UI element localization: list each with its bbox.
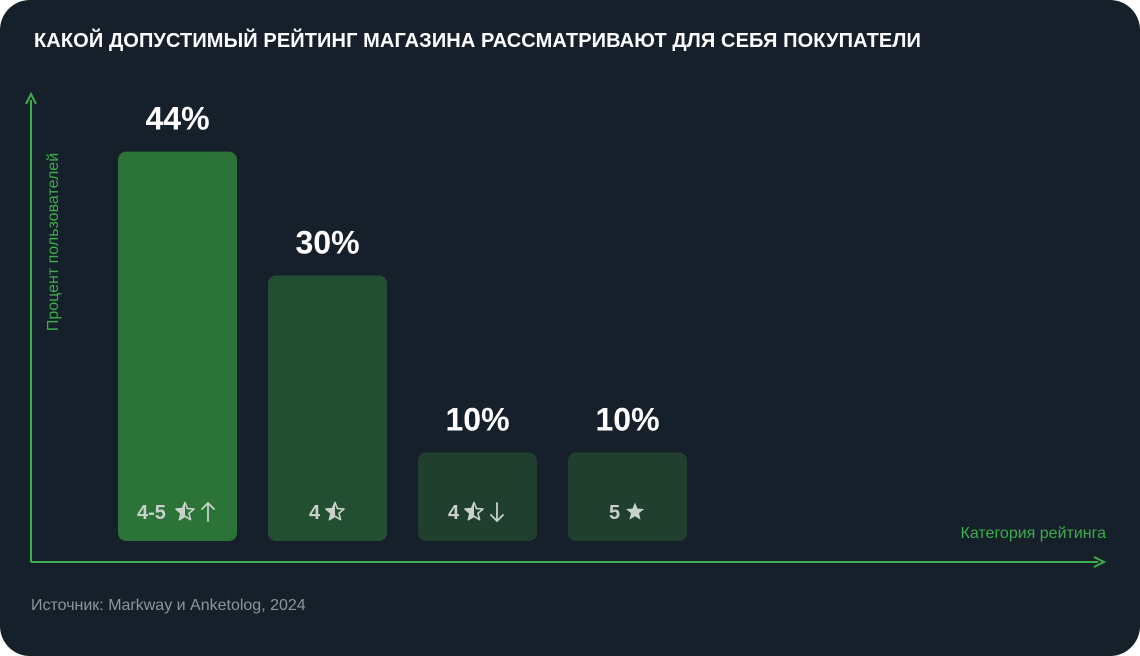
full-star-icon bbox=[625, 502, 645, 520]
category-number: 5 bbox=[609, 502, 620, 524]
y-axis-arrow-icon bbox=[25, 91, 37, 105]
bar bbox=[268, 275, 387, 541]
bar-value-label: 10% bbox=[595, 402, 659, 438]
bar bbox=[568, 452, 687, 541]
arrow-up-icon bbox=[201, 502, 215, 522]
source-note: Источник: Markway и Anketolog, 2024 bbox=[31, 597, 306, 614]
chart-labels: 44% 4-5 30% 4 10% 4 10% 5 bbox=[137, 101, 660, 524]
bar-value-label: 10% bbox=[445, 402, 509, 438]
half-star-icon bbox=[464, 501, 484, 521]
chart-axes: Процент пользователей Категория рейтинга bbox=[25, 91, 1107, 568]
category-label: 4-5 bbox=[137, 501, 215, 524]
arrow-down-icon bbox=[490, 502, 504, 522]
bar bbox=[118, 151, 237, 541]
category-number: 4 bbox=[309, 502, 321, 524]
bar-value-label: 44% bbox=[145, 101, 209, 137]
bar-value-label: 30% bbox=[295, 225, 359, 261]
half-star-icon bbox=[325, 501, 345, 521]
half-star-icon bbox=[175, 501, 195, 521]
y-axis-title: Процент пользователей bbox=[45, 153, 62, 331]
category-label: 4 bbox=[309, 501, 345, 524]
category-number: 4 bbox=[448, 502, 460, 524]
bar bbox=[418, 452, 537, 541]
category-label: 4 bbox=[448, 501, 504, 524]
x-axis-title: Категория рейтинга bbox=[961, 525, 1107, 542]
category-number: 4-5 bbox=[137, 502, 166, 524]
category-label: 5 bbox=[609, 502, 645, 524]
chart-title: КАКОЙ ДОПУСТИМЫЙ РЕЙТИНГ МАГАЗИНА РАССМА… bbox=[34, 30, 921, 52]
x-axis-arrow-icon bbox=[1093, 556, 1107, 568]
chart-bars bbox=[118, 151, 687, 541]
